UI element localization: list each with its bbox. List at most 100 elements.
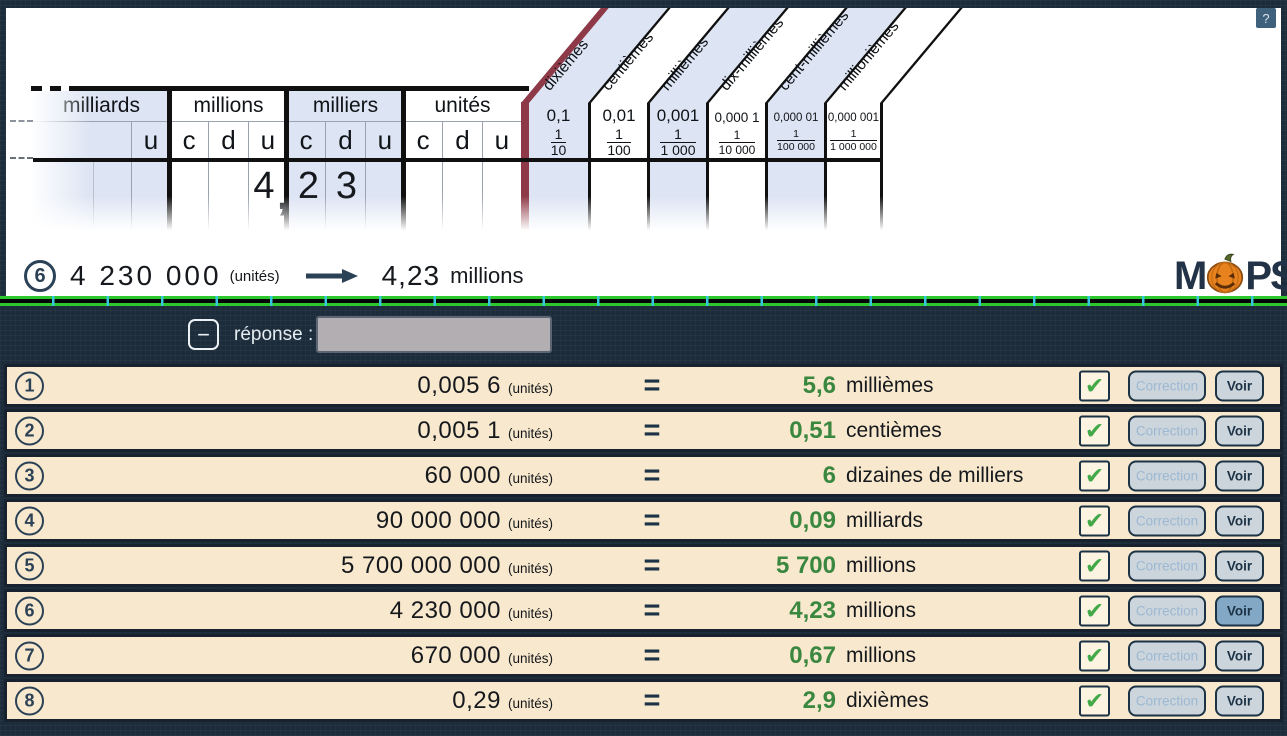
exercise-row: 1 0,005 6 (unités) = 5,6 millièmes ✔ Corr… — [4, 364, 1283, 407]
correct-checkbox[interactable]: ✔ — [1079, 640, 1110, 671]
correction-button[interactable]: Correction — [1128, 505, 1206, 536]
reponse-input[interactable] — [316, 316, 552, 353]
pumpkin-icon — [1205, 251, 1245, 302]
row-number-badge: 4 — [15, 506, 44, 535]
correct-checkbox[interactable]: ✔ — [1079, 415, 1110, 446]
row-value: 0,005 1 — [417, 416, 501, 444]
row-left-block: 0,29 (unités) — [53, 687, 553, 715]
logo-text-pre: M — [1174, 254, 1207, 298]
checkmark-icon: ✔ — [1084, 597, 1105, 623]
correction-button[interactable]: Correction — [1128, 595, 1206, 626]
equals-sign: = — [643, 639, 661, 671]
fraction-denominator: 10 — [550, 142, 567, 158]
decimal-separator-line — [521, 102, 529, 236]
correction-button[interactable]: Correction — [1128, 460, 1206, 491]
exercise-row: 4 90 000 000 (unités) = 0,09 milliards ✔ … — [4, 499, 1283, 542]
checkmark-icon: ✔ — [1084, 552, 1105, 578]
checkmark-icon: ✔ — [1084, 507, 1105, 533]
voir-button[interactable]: Voir — [1215, 505, 1264, 536]
group-label: millions — [170, 91, 287, 122]
row-number-badge: 8 — [15, 686, 44, 715]
voir-button[interactable]: Voir — [1215, 595, 1264, 626]
row-left-block: 670 000 (unités) — [53, 642, 553, 670]
decimal-value: 0,000 001 — [827, 112, 880, 124]
fraction-numerator: 1 — [660, 127, 696, 143]
voir-button[interactable]: Voir — [1215, 460, 1264, 491]
correction-button[interactable]: Correction — [1128, 370, 1206, 401]
correction-button[interactable]: Correction — [1128, 640, 1206, 671]
column-letter: d — [455, 125, 470, 155]
exercise-row: 2 0,005 1 (unités) = 0,51 centièmes ✔ Cor… — [4, 409, 1283, 452]
exercise-row: 3 60 000 (unités) = 6 dizaines de millier… — [4, 454, 1283, 497]
voir-button[interactable]: Voir — [1215, 370, 1264, 401]
row-answer: 2,9 — [802, 686, 836, 714]
row-answer-unit: milliards — [846, 508, 924, 532]
logo-text-post: PS — [1245, 254, 1287, 298]
exercise-list: 1 0,005 6 (unités) = 5,6 millièmes ✔ Corr… — [4, 364, 1283, 724]
correction-button[interactable]: Correction — [1128, 550, 1206, 581]
column-letter: d — [338, 125, 353, 155]
equals-sign: = — [643, 459, 661, 491]
correct-checkbox[interactable]: ✔ — [1079, 460, 1110, 491]
row-answer-unit: millions — [846, 643, 917, 667]
decimal-value: 0,000 01 — [773, 112, 819, 124]
row-left-block: 5 700 000 000 (unités) — [53, 552, 553, 580]
row-value: 4 230 000 — [389, 596, 501, 624]
voir-button[interactable]: Voir — [1215, 415, 1264, 446]
row-value: 0,005 6 — [417, 371, 501, 399]
example-number-badge: 6 — [24, 260, 56, 292]
correct-checkbox[interactable]: ✔ — [1079, 685, 1110, 716]
row-left-block: 4 230 000 (unités) — [53, 597, 553, 625]
table-middle-border — [33, 158, 883, 162]
example-value: 4 230 000 — [70, 260, 222, 291]
progress-ticks — [0, 296, 1287, 306]
row-unit-small: (unités) — [507, 425, 553, 441]
fraction-numerator: 1 — [777, 128, 815, 141]
equals-sign: = — [643, 549, 661, 581]
answer-label: réponse : — [234, 324, 314, 345]
row-answer: 0,67 — [789, 641, 836, 669]
fraction-numerator: 1 — [718, 128, 756, 143]
exercise-row: 7 670 000 (unités) = 0,67 millions ✔ Corr… — [4, 634, 1283, 677]
row-answer-unit: dizaines de milliers — [846, 463, 1024, 487]
row-number-badge: 3 — [15, 461, 44, 490]
row-left-block: 0,005 1 (unités) — [53, 417, 553, 445]
row-unit-small: (unités) — [507, 650, 553, 666]
correct-checkbox[interactable]: ✔ — [1079, 550, 1110, 581]
exercise-row: 6 4 230 000 (unités) = 4,23 millions ✔ Co… — [4, 589, 1283, 632]
mops-logo: M PS — [1174, 251, 1287, 302]
decimal-value: 0,1 — [546, 106, 571, 125]
column-letter: u — [260, 125, 276, 155]
fraction-numerator: 1 — [607, 127, 631, 143]
correct-checkbox[interactable]: ✔ — [1079, 505, 1110, 536]
decimal-value: 0,001 — [656, 106, 700, 125]
voir-button[interactable]: Voir — [1215, 685, 1264, 716]
voir-button[interactable]: Voir — [1215, 550, 1264, 581]
correction-button[interactable]: Correction — [1128, 415, 1206, 446]
column-letter: c — [416, 125, 430, 155]
left-dash-stub — [10, 120, 33, 122]
row-left-block: 90 000 000 (unités) — [53, 507, 553, 535]
fraction-denominator: 10 000 — [718, 143, 756, 157]
row-answer-unit: millions — [846, 553, 917, 577]
row-left-block: 60 000 (unités) — [53, 462, 553, 490]
group-label: unités — [404, 91, 521, 122]
fraction-numerator: 1 — [550, 127, 567, 143]
example-line: 6 4 230 000 (unités) 4,23 millions — [24, 255, 523, 297]
row-value: 60 000 — [424, 461, 501, 489]
correction-button[interactable]: Correction — [1128, 685, 1206, 716]
checkmark-icon: ✔ — [1084, 372, 1105, 398]
row-unit-small: (unités) — [507, 695, 553, 711]
correct-checkbox[interactable]: ✔ — [1079, 595, 1110, 626]
row-answer: 0,09 — [789, 506, 836, 534]
row-number-badge: 7 — [15, 641, 44, 670]
help-button[interactable]: ? — [1256, 8, 1276, 28]
voir-button[interactable]: Voir — [1215, 640, 1264, 671]
equals-sign: = — [643, 594, 661, 626]
checkmark-icon: ✔ — [1084, 462, 1105, 488]
row-value: 90 000 000 — [375, 506, 501, 534]
correct-checkbox[interactable]: ✔ — [1079, 370, 1110, 401]
equals-sign: = — [643, 369, 661, 401]
row-value: 670 000 — [410, 641, 501, 669]
collapse-button[interactable]: − — [188, 319, 219, 350]
